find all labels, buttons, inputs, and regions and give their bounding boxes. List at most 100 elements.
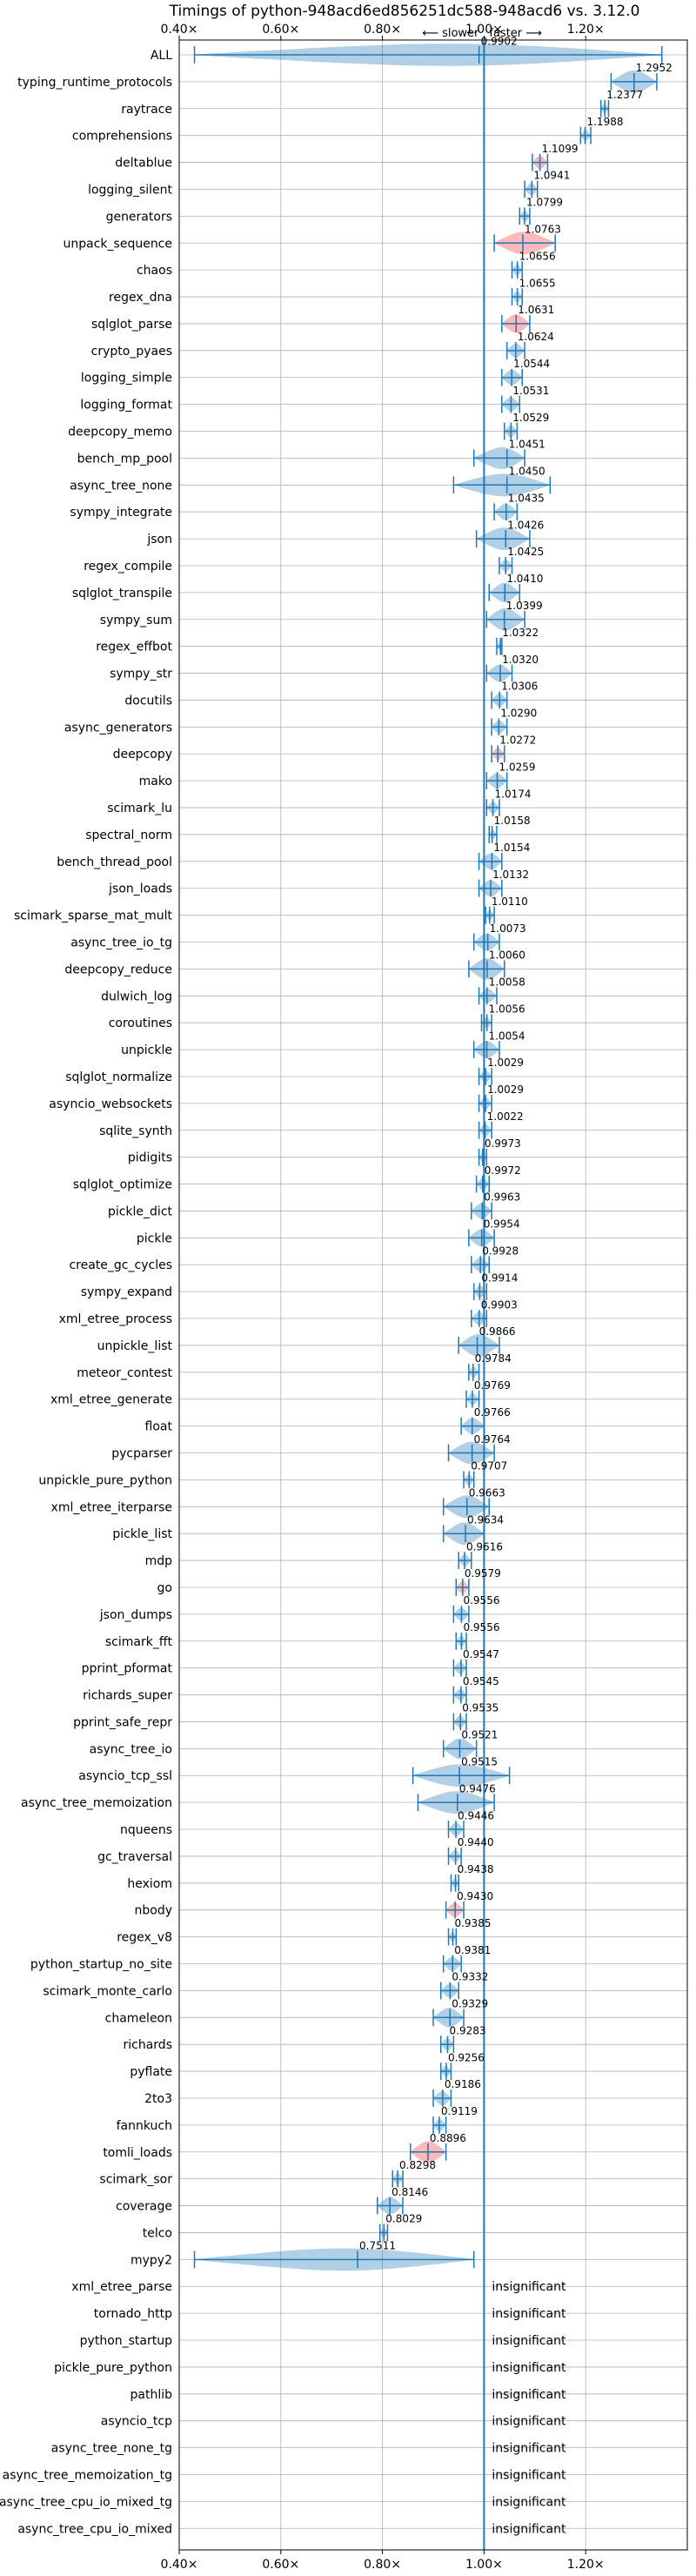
value-label: 0.9385	[454, 1917, 491, 1929]
value-label: 0.9663	[469, 1487, 505, 1499]
category-label: xml_etree_generate	[50, 1393, 172, 1407]
faster-label: faster ⟶	[489, 27, 542, 40]
category-label: async_tree_memoization	[21, 1796, 172, 1810]
value-label: 0.9764	[474, 1433, 511, 1446]
value-label: 1.0531	[512, 385, 549, 397]
value-label: 0.8029	[385, 2213, 422, 2225]
value-label: 1.0132	[492, 869, 529, 881]
value-label: 0.9616	[466, 1540, 503, 1553]
value-label: 0.7511	[359, 2240, 396, 2252]
value-label: 0.9707	[471, 1460, 507, 1472]
category-label: unpickle_list	[97, 1339, 173, 1353]
category-label: telco	[143, 2226, 172, 2240]
category-label: richards	[124, 2038, 173, 2052]
category-label: sympy_str	[110, 667, 172, 681]
category-label: sympy_expand	[81, 1285, 172, 1299]
grid-lines	[178, 40, 687, 2550]
value-label: 0.8146	[392, 2186, 428, 2198]
value-label: 1.0060	[489, 949, 525, 962]
category-label: typing_runtime_protocols	[17, 76, 172, 90]
insignificant-label: insignificant	[492, 2495, 566, 2509]
category-label: mako	[139, 775, 172, 788]
category-label: scimark_sparse_mat_mult	[14, 909, 172, 923]
value-label: 0.9973	[485, 1137, 521, 1150]
category-label: pickle	[137, 1231, 172, 1245]
value-label: 1.0631	[518, 304, 554, 316]
violins	[193, 44, 663, 2271]
value-label: 1.0022	[487, 1110, 524, 1123]
value-label: 0.9283	[450, 2024, 486, 2036]
value-label: 1.0763	[525, 224, 561, 236]
value-label: 1.0425	[507, 546, 544, 558]
category-label: sqlite_synth	[99, 1124, 172, 1138]
value-label: 0.9256	[448, 2051, 485, 2063]
category-label: json	[146, 533, 172, 547]
value-label: 1.2952	[636, 62, 673, 74]
x-tick-label-top: 0.80×	[364, 23, 401, 37]
category-label: float	[145, 1420, 173, 1434]
value-label: 0.9579	[465, 1567, 501, 1580]
category-label: asyncio_tcp_ssl	[78, 1769, 172, 1783]
category-label: generators	[106, 210, 172, 224]
category-label: meteor_contest	[77, 1366, 172, 1380]
value-label: 1.0656	[519, 250, 556, 262]
category-label: deltablue	[115, 157, 172, 171]
insignificant-label: insignificant	[492, 2442, 566, 2456]
value-label: 1.0435	[508, 492, 545, 504]
value-label: 1.0174	[495, 788, 532, 800]
category-label: xml_etree_iterparse	[51, 1500, 172, 1514]
value-label: 0.9515	[461, 1755, 498, 1768]
value-label: 0.9903	[481, 1298, 518, 1311]
category-label: chaos	[137, 264, 172, 278]
value-label: 1.0029	[487, 1057, 524, 1069]
category-label: sqlglot_optimize	[73, 1178, 172, 1192]
category-label: logging_simple	[81, 372, 172, 386]
axes: ALL typing_runtime_protocols raytrace compr…	[0, 23, 688, 2572]
value-label: 0.9440	[458, 1836, 494, 1848]
value-labels: 0.9902 1.2952 1.2377 1.1988 1.1099 1.0941 1.07…	[359, 35, 673, 2536]
category-label: xml_etree_process	[59, 1312, 172, 1326]
category-label: pprint_pformat	[82, 1662, 173, 1676]
x-tick-label-bottom: 0.60×	[262, 2558, 299, 2572]
category-label: unpack_sequence	[64, 237, 172, 251]
category-label: gc_traversal	[97, 1850, 172, 1864]
value-label: 1.0290	[500, 708, 537, 720]
value-label: 1.0058	[489, 976, 525, 989]
value-label: 0.9535	[462, 1702, 499, 1714]
value-label: 0.9866	[479, 1325, 516, 1338]
value-label: 1.0259	[499, 761, 536, 773]
category-label: scimark_fft	[105, 1635, 173, 1649]
x-tick-label-top: 1.20×	[567, 23, 605, 37]
category-label: fannkuch	[117, 2119, 172, 2133]
x-tick-label-bottom: 1.00×	[465, 2558, 503, 2572]
value-label: 1.0272	[499, 735, 536, 747]
value-label: 1.0073	[490, 922, 526, 935]
category-label: docutils	[124, 694, 172, 708]
value-label: 0.9446	[458, 1809, 494, 1821]
category-label: comprehensions	[72, 130, 172, 144]
insignificant-label: insignificant	[492, 2468, 566, 2482]
category-label: deepcopy	[113, 748, 172, 761]
category-label: sqlglot_parse	[91, 318, 172, 332]
category-label: json_dumps	[99, 1608, 172, 1622]
value-label: 0.9963	[484, 1191, 520, 1204]
x-tick-label-top: 0.60×	[262, 23, 299, 37]
value-label: 0.9329	[452, 1998, 488, 2010]
category-label: pathlib	[130, 2388, 173, 2402]
value-label: 0.9521	[461, 1729, 498, 1741]
value-label: 1.0655	[519, 277, 556, 289]
category-label: async_generators	[64, 721, 172, 735]
value-label: 0.9766	[474, 1406, 511, 1419]
category-label: tornado_http	[94, 2307, 172, 2321]
value-label: 1.0399	[506, 600, 543, 612]
value-label: 0.9769	[474, 1379, 511, 1392]
category-label: pickle_dict	[108, 1204, 173, 1218]
category-label: pickle_pure_python	[54, 2361, 172, 2375]
category-label: nqueens	[120, 1823, 172, 1837]
value-label: 1.0426	[507, 519, 544, 531]
category-label: async_tree_none_tg	[51, 2442, 172, 2456]
x-tick-label-top: 1.00×	[465, 23, 503, 37]
category-label: python_startup	[80, 2334, 172, 2348]
category-label: pidigits	[128, 1151, 172, 1165]
